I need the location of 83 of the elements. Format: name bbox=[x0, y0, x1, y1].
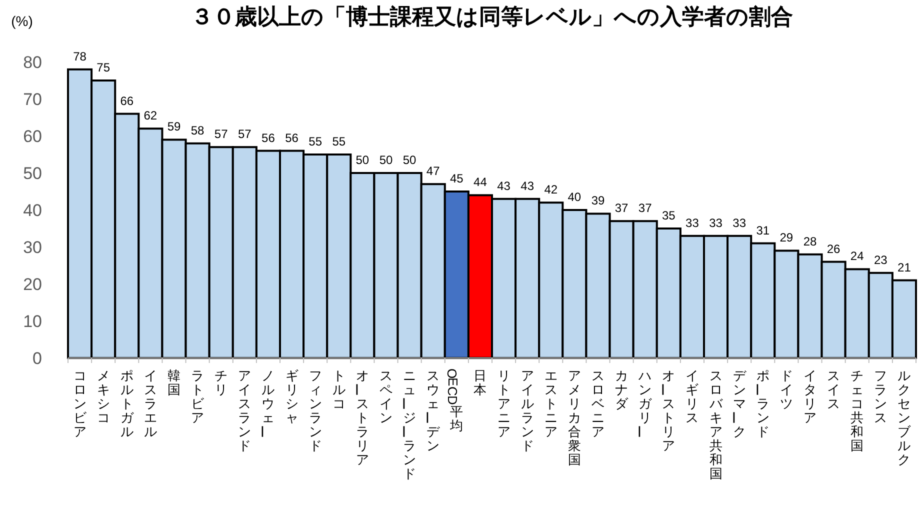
x-tick-label: フランス bbox=[874, 368, 888, 425]
x-tick-label: コロンビア bbox=[73, 368, 88, 439]
x-tick-label: カナダ bbox=[615, 368, 630, 411]
x-tick-label: ニュージーランド bbox=[396, 368, 416, 481]
y-tick-label: 80 bbox=[23, 53, 42, 72]
data-label: 66 bbox=[120, 94, 134, 108]
x-tick-label: ポルトガル bbox=[120, 368, 134, 439]
data-label: 23 bbox=[874, 252, 888, 267]
data-label: 44 bbox=[474, 175, 488, 190]
data-label: 33 bbox=[732, 216, 746, 230]
data-label: 37 bbox=[614, 201, 629, 216]
y-tick-label: 60 bbox=[23, 127, 42, 146]
x-tick-label: アイルランド bbox=[520, 368, 534, 453]
data-label: 75 bbox=[96, 60, 110, 74]
x-tick-label: スイス bbox=[827, 368, 840, 411]
data-label: 33 bbox=[709, 216, 723, 230]
y-tick-label: 20 bbox=[23, 275, 42, 294]
data-label: 42 bbox=[544, 182, 558, 197]
data-label: 57 bbox=[214, 127, 228, 142]
x-tick-label: 日本 bbox=[474, 368, 487, 397]
x-tick-label: OECD平均 bbox=[444, 368, 464, 433]
data-label: 26 bbox=[826, 242, 841, 256]
x-tick-label: ギリシャ bbox=[285, 368, 298, 425]
x-tick-label: チェコ共和国 bbox=[850, 368, 864, 453]
y-tick-label: 40 bbox=[23, 201, 42, 220]
x-tick-label: トルコ bbox=[332, 368, 346, 411]
x-tick-label: ポーランド bbox=[749, 368, 770, 439]
data-label: 56 bbox=[285, 130, 299, 145]
x-tick-label: ルクセンブルク bbox=[898, 368, 912, 467]
y-tick-label: 30 bbox=[23, 238, 42, 257]
data-label: 28 bbox=[803, 234, 817, 248]
data-label: 50 bbox=[356, 153, 370, 167]
data-label: 55 bbox=[332, 134, 346, 148]
x-tick-label: デンマーク bbox=[726, 368, 747, 439]
data-label: 35 bbox=[662, 208, 676, 222]
x-tick-label: アイスランド bbox=[238, 368, 252, 453]
y-tick-label: 10 bbox=[23, 312, 42, 331]
data-label: 39 bbox=[591, 194, 605, 208]
data-label: 40 bbox=[568, 190, 582, 204]
data-label: 47 bbox=[426, 164, 440, 178]
x-tick-label: スウェーデン bbox=[420, 368, 441, 453]
x-tick-label: ハンガリー bbox=[632, 368, 653, 438]
data-label: 43 bbox=[497, 178, 511, 193]
y-axis-title: (%) bbox=[11, 13, 33, 29]
y-tick-label: 50 bbox=[23, 164, 42, 183]
data-label: 37 bbox=[638, 201, 652, 216]
x-tick-label: イスラエル bbox=[144, 368, 157, 439]
data-label: 50 bbox=[402, 153, 417, 167]
data-label: 21 bbox=[898, 260, 912, 274]
x-tick-label: ノルウェー bbox=[254, 368, 275, 438]
x-tick-label: リトアニア bbox=[497, 368, 510, 439]
x-tick-label: エストニア bbox=[544, 368, 558, 439]
y-tick-label: 0 bbox=[32, 349, 42, 368]
data-label: 29 bbox=[780, 230, 794, 245]
x-tick-label: スロベニア bbox=[592, 368, 604, 439]
data-label: 62 bbox=[144, 108, 158, 123]
x-tick-label: スペイン bbox=[380, 368, 392, 425]
x-tick-label: ドイツ bbox=[780, 368, 793, 411]
data-label: 43 bbox=[520, 178, 534, 193]
data-label: 24 bbox=[850, 249, 864, 264]
x-tick-label: ラトビア bbox=[191, 368, 206, 425]
data-label: 33 bbox=[686, 216, 700, 230]
data-label: 55 bbox=[308, 134, 322, 148]
x-tick-label: 韓国 bbox=[168, 368, 180, 397]
data-label: 56 bbox=[262, 130, 276, 145]
chart-title: ３０歳以上の「博士課程又は同等レベル」への入学者の割合 bbox=[191, 4, 793, 29]
x-tick-label: メキシコ bbox=[96, 368, 110, 425]
data-label: 31 bbox=[756, 223, 770, 238]
data-label: 57 bbox=[238, 127, 252, 142]
x-tick-label: イタリア bbox=[804, 368, 816, 425]
y-tick-label: 70 bbox=[23, 90, 42, 109]
data-label: 59 bbox=[167, 120, 181, 134]
data-label: 50 bbox=[379, 153, 393, 167]
data-label: 45 bbox=[450, 172, 464, 186]
data-label: 78 bbox=[73, 49, 87, 64]
x-tick-label: オーストリア bbox=[655, 368, 676, 453]
x-tick-label: オーストラリア bbox=[348, 368, 369, 467]
x-tick-label: フィンランド bbox=[308, 368, 322, 453]
x-tick-label: スロバキア共和国 bbox=[708, 368, 724, 481]
x-tick-label: チリ bbox=[214, 368, 228, 397]
x-tick-label: イギリス bbox=[686, 368, 699, 425]
data-label: 58 bbox=[190, 123, 205, 138]
x-tick-label: アメリカ合衆国 bbox=[568, 368, 581, 467]
